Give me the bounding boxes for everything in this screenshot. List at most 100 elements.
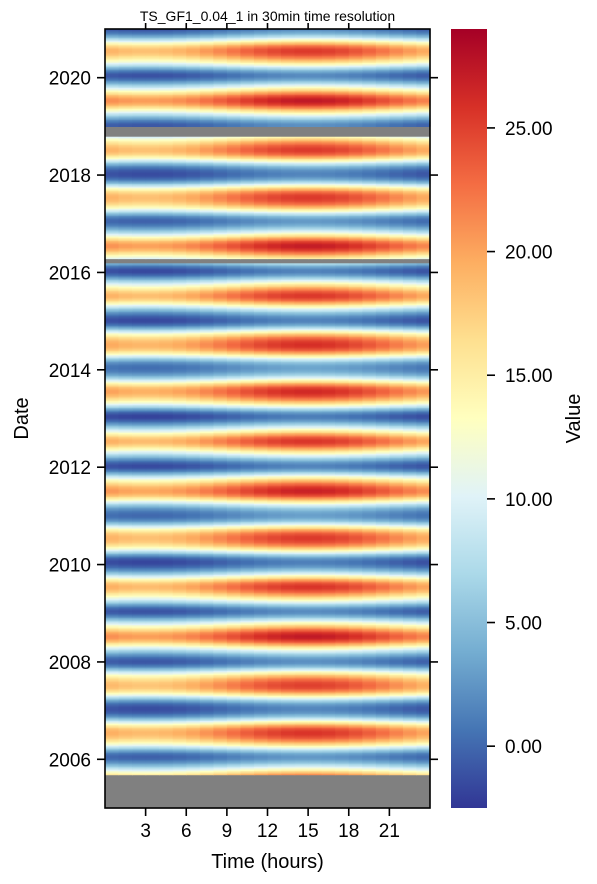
heatmap-cell [267, 769, 282, 772]
heatmap-cell [362, 582, 377, 585]
heatmap-cell [281, 517, 296, 520]
heatmap-cell [118, 613, 133, 616]
heatmap-cell [362, 617, 377, 620]
heatmap-cell [281, 563, 296, 566]
heatmap-cell [294, 766, 309, 769]
heatmap-cell [145, 513, 160, 516]
heatmap-cell [375, 549, 390, 552]
heatmap-cell [132, 727, 147, 730]
heatmap-cell [199, 698, 214, 701]
heatmap-cell [105, 620, 120, 623]
heatmap-cell [145, 723, 160, 726]
heatmap-cell [105, 540, 120, 543]
heatmap-cell [281, 593, 296, 596]
heatmap-cell [199, 624, 214, 627]
heatmap-cell [389, 600, 404, 603]
heatmap-cell [375, 757, 390, 760]
heatmap-cell [253, 767, 269, 770]
heatmap-cell [105, 589, 120, 592]
heatmap-cell [308, 756, 323, 759]
heatmap-cell [321, 716, 336, 719]
heatmap-cell [186, 499, 201, 502]
heatmap-cell [172, 515, 187, 518]
heatmap-cell [240, 649, 255, 652]
heatmap-cell [348, 725, 363, 728]
heatmap-cell [213, 609, 228, 612]
heatmap-cell [186, 490, 201, 493]
heatmap-cell [294, 600, 309, 603]
heatmap-cell [105, 543, 120, 546]
heatmap-cell [159, 673, 174, 676]
heatmap-cell [253, 545, 269, 548]
heatmap-cell [321, 557, 336, 560]
heatmap-cell [362, 500, 377, 503]
heatmap-cell [240, 663, 255, 666]
heatmap-cell [226, 578, 242, 581]
heatmap-cell [267, 648, 282, 651]
heatmap-cell [199, 670, 214, 673]
heatmap-cell [118, 688, 133, 691]
heatmap-cell [294, 574, 309, 577]
heatmap-cell [253, 763, 269, 766]
heatmap-cell [362, 718, 377, 721]
heatmap-cell [226, 639, 242, 642]
heatmap-cell [281, 670, 296, 673]
heatmap-cell [186, 493, 201, 496]
heatmap-cell [389, 649, 404, 652]
heatmap-cell [375, 725, 390, 728]
heatmap-cell [375, 500, 390, 503]
heatmap-cell [186, 546, 201, 549]
heatmap-cell [416, 705, 431, 708]
heatmap-cell [159, 641, 174, 644]
heatmap-cell [335, 631, 350, 634]
heatmap-cell [416, 617, 431, 620]
heatmap-cell [308, 501, 323, 504]
heatmap-cell [402, 578, 418, 581]
heatmap-cell [402, 738, 418, 741]
heatmap-cell [416, 539, 431, 542]
heatmap-cell [362, 584, 377, 587]
heatmap-cell [267, 596, 282, 599]
heatmap-cell [348, 696, 363, 699]
heatmap-cell [416, 670, 431, 673]
heatmap-cell [389, 525, 404, 528]
heatmap-cell [321, 501, 336, 504]
heatmap-cell [362, 742, 377, 745]
heatmap-cell [186, 595, 201, 598]
heatmap-cell [118, 652, 133, 655]
heatmap-cell [226, 539, 242, 542]
heatmap-cell [321, 632, 336, 635]
heatmap-cell [132, 760, 147, 763]
heatmap-cell [402, 521, 418, 524]
heatmap-cell [348, 549, 363, 552]
heatmap-cell [132, 599, 147, 602]
heatmap-cell [294, 528, 309, 531]
heatmap-cell [416, 652, 431, 655]
heatmap-cell [118, 749, 133, 752]
heatmap-cell [294, 666, 309, 669]
heatmap-cell [335, 489, 350, 492]
heatmap-cell [118, 646, 133, 649]
heatmap-cell [362, 675, 377, 678]
heatmap-cell [172, 745, 187, 748]
heatmap-cell [321, 712, 336, 715]
heatmap-cell [253, 627, 269, 630]
heatmap-cell [253, 504, 269, 507]
heatmap-cell [240, 741, 255, 744]
heatmap-cell [375, 567, 390, 570]
heatmap-cell [145, 621, 160, 624]
heatmap-cell [402, 723, 418, 726]
heatmap-cell [253, 739, 269, 742]
heatmap-cell [416, 739, 431, 742]
heatmap-cell [402, 560, 418, 563]
heatmap-cell [159, 693, 174, 696]
heatmap-cell [375, 730, 390, 733]
heatmap-cell [226, 492, 242, 495]
heatmap-cell [402, 620, 418, 623]
heatmap-cell [267, 749, 282, 752]
heatmap-cell [240, 695, 255, 698]
heatmap-cell [172, 579, 187, 582]
heatmap-cell [253, 618, 269, 621]
heatmap-cell [294, 650, 309, 653]
heatmap-cell [389, 565, 404, 568]
